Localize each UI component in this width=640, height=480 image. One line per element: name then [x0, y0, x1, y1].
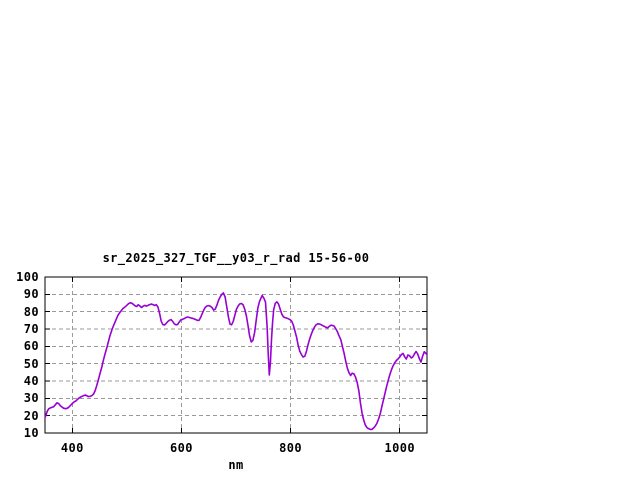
plot-border — [44, 276, 428, 434]
y-tick-label: 60 — [23, 339, 39, 354]
y-tick-label: 90 — [23, 287, 39, 302]
y-tick-label: 10 — [23, 426, 39, 440]
x-tick-label: 1000 — [384, 441, 415, 455]
chart-title: sr_2025_327_TGF__y03_r_rad 15-56-00 — [102, 251, 370, 265]
y-tick-label: 40 — [23, 374, 39, 388]
y-tick-label: 30 — [23, 391, 39, 406]
spectrum-line — [44, 292, 428, 431]
y-tick-label: 100 — [16, 270, 39, 284]
y-tick-label: 70 — [23, 322, 39, 336]
x-tick-label: 600 — [169, 441, 193, 455]
y-tick-label: 80 — [23, 304, 39, 319]
x-axis-label: nm — [228, 458, 244, 472]
x-tick-label: 400 — [60, 441, 84, 455]
x-tick-label: 800 — [279, 441, 302, 455]
y-tick-label: 50 — [23, 356, 39, 371]
y-tick-label: 20 — [23, 408, 39, 423]
